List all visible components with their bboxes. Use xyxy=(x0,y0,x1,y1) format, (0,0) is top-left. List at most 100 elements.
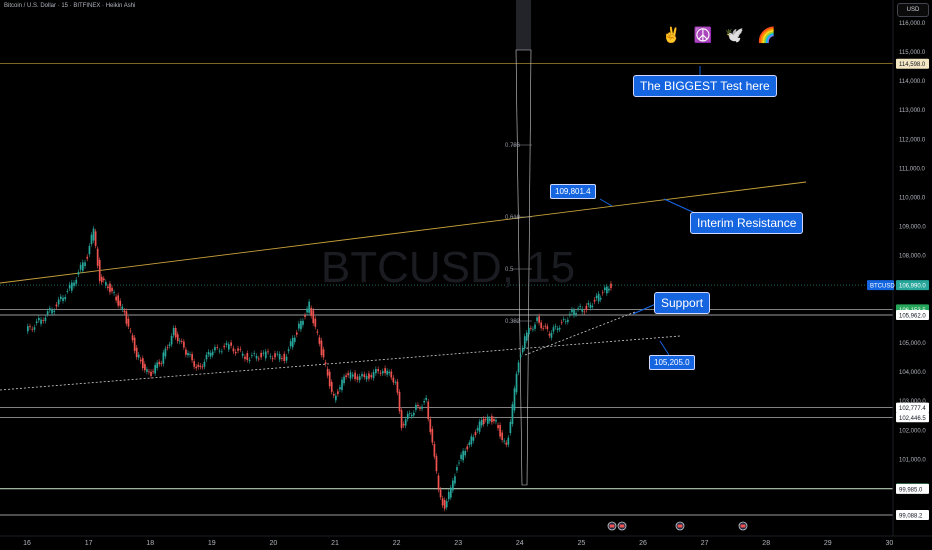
candle-body xyxy=(234,351,237,354)
candle-body xyxy=(291,337,294,348)
candle-body xyxy=(121,306,124,310)
candle-body xyxy=(377,369,380,372)
peace-symbol-icon: ☮️ xyxy=(693,27,713,44)
level-badge-text: 99,985.0 xyxy=(899,487,923,493)
fib-level-label: 0.786 xyxy=(505,143,521,149)
candle-body xyxy=(540,322,543,329)
candle-body xyxy=(241,353,244,356)
candle-body xyxy=(127,318,130,327)
candle-body xyxy=(562,319,565,320)
candle-body xyxy=(441,498,444,506)
candle-body xyxy=(312,310,315,324)
candle-body xyxy=(156,362,159,369)
interim-resistance-callout[interactable]: Interim Resistance xyxy=(690,212,804,234)
candle-body xyxy=(595,295,598,299)
resistance-value-pointer xyxy=(599,198,613,207)
candle-body xyxy=(281,358,283,360)
candle-body xyxy=(552,327,555,332)
candle-body xyxy=(606,286,608,294)
candle-body xyxy=(534,324,536,329)
candle-body xyxy=(316,331,319,333)
candle-body xyxy=(298,323,300,329)
candle-body xyxy=(199,365,202,367)
candle-body xyxy=(98,259,101,281)
level-badge-text: 99,088.2 xyxy=(899,514,923,520)
candle-body xyxy=(410,414,413,417)
candle-body xyxy=(289,341,292,347)
candle-body xyxy=(587,302,590,305)
candle-body xyxy=(597,293,600,302)
time-tick-label: 30 xyxy=(886,540,894,547)
candle-body xyxy=(258,358,260,360)
candle-body xyxy=(386,370,389,375)
support-pointer xyxy=(632,302,659,315)
time-tick-label: 21 xyxy=(331,540,339,547)
candle-body xyxy=(244,356,246,360)
candle-body xyxy=(137,354,140,358)
candle-body xyxy=(170,336,173,345)
candle-body xyxy=(375,369,377,374)
candle-body xyxy=(42,320,45,321)
level-badge xyxy=(896,412,929,423)
time-tick-label: 25 xyxy=(578,540,586,547)
candle-body xyxy=(569,313,571,315)
symbol-badge-text: BTCUSD xyxy=(870,284,895,290)
time-tick-label: 22 xyxy=(393,540,401,547)
candle-body xyxy=(123,310,126,313)
candle-body xyxy=(148,371,150,373)
candle-body xyxy=(94,231,97,246)
candle-body xyxy=(482,418,485,425)
candle-body xyxy=(201,366,204,368)
candle-body xyxy=(100,276,103,283)
price-tick-label: 102,000.0 xyxy=(899,428,926,434)
candle-body xyxy=(55,304,58,307)
candle-body xyxy=(470,436,473,445)
candle-body xyxy=(384,368,386,374)
candle-body xyxy=(33,327,36,330)
candle-body xyxy=(573,310,575,316)
candle-body xyxy=(337,391,339,394)
candle-body xyxy=(107,286,109,289)
candle-body xyxy=(497,425,499,429)
candle-body xyxy=(113,292,115,294)
candle-body xyxy=(176,334,179,342)
peace-hand-icon: ✌️ xyxy=(662,27,681,44)
candle-body xyxy=(227,344,230,350)
candle-body xyxy=(484,419,487,421)
candle-body xyxy=(216,346,219,348)
candle-body xyxy=(548,333,551,336)
candle-body xyxy=(160,363,163,365)
candle-body xyxy=(318,337,321,344)
rainbow-icon: 🌈 xyxy=(757,27,776,44)
currency-button[interactable]: USD xyxy=(897,3,929,17)
candle-body xyxy=(197,364,200,367)
price-axis[interactable]: 116,000.0 115,000.0 114,000.0 113,000.0 112,… xyxy=(892,0,926,536)
candle-body xyxy=(558,327,561,330)
candle-body xyxy=(556,328,559,331)
biggest-test-callout[interactable]: The BIGGEST Test here xyxy=(633,75,777,97)
candle-body xyxy=(515,373,518,393)
candle-body xyxy=(347,373,350,376)
candle-body xyxy=(29,326,31,328)
candle-body xyxy=(593,299,596,302)
candle-body xyxy=(306,308,308,313)
candle-body xyxy=(447,491,450,500)
candle-body xyxy=(339,387,341,390)
candle-body xyxy=(536,317,538,321)
time-axis[interactable]: 16 17 18 19 20 21 22 23 24 25 26 27 28 29 30 xyxy=(0,521,932,547)
candle-body xyxy=(207,351,210,355)
candle-body xyxy=(46,311,49,315)
support-value-tag[interactable]: 105,205.0 xyxy=(649,355,695,370)
candle-body xyxy=(332,394,335,396)
level-badge-text: 102,777.4 xyxy=(899,406,926,412)
candle-body xyxy=(287,349,290,352)
candle-body xyxy=(295,332,298,335)
time-tick-label: 24 xyxy=(516,540,524,547)
support-callout[interactable]: Support xyxy=(654,292,711,314)
candle-body xyxy=(174,327,177,338)
resistance-value-tag[interactable]: 109,801.4 xyxy=(550,184,596,199)
candle-body xyxy=(538,316,540,323)
flag-icon-mark xyxy=(619,524,625,528)
candle-body xyxy=(304,315,306,317)
